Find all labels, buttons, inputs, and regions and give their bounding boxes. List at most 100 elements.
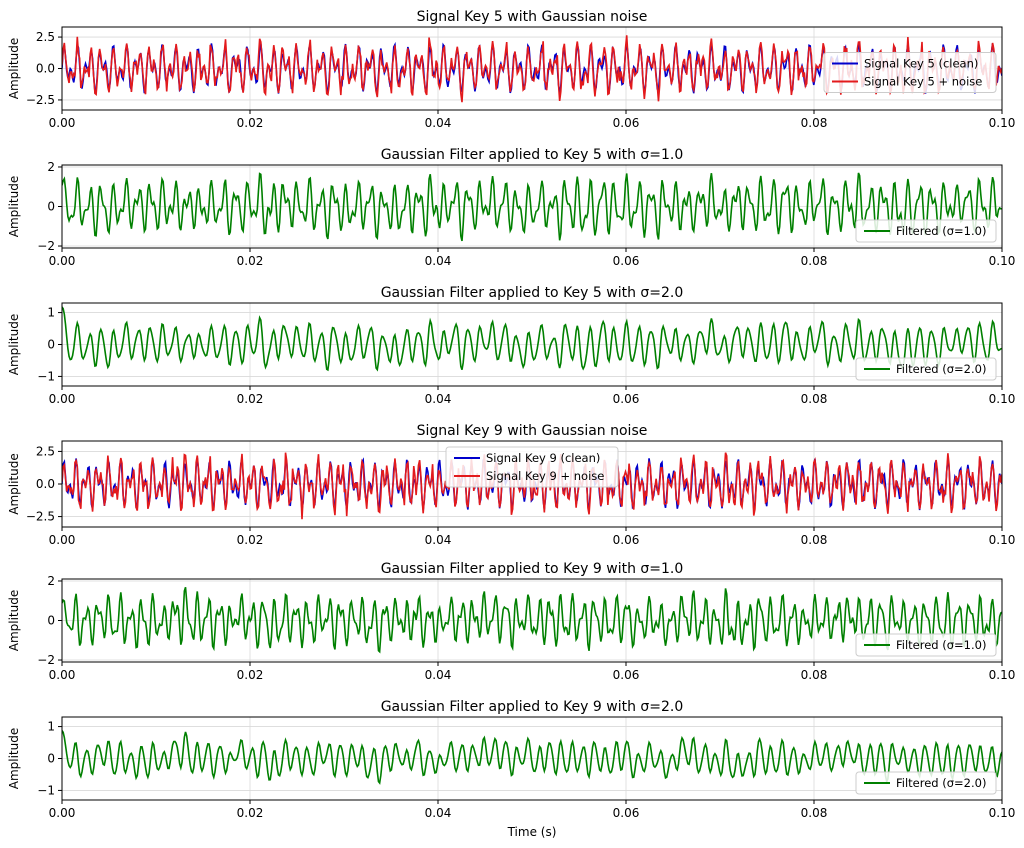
y-axis-label: Amplitude <box>7 590 21 652</box>
x-tick-label: 0.00 <box>49 392 76 406</box>
y-axis-label: Amplitude <box>7 728 21 790</box>
series-line-2 <box>62 452 1002 520</box>
legend: Filtered (σ=2.0) <box>855 357 997 381</box>
x-tick-label: 0.10 <box>989 254 1016 268</box>
y-tick-label: 0.0 <box>36 62 55 76</box>
legend: Signal Key 9 (clean) Signal Key 9 + noise <box>445 446 619 488</box>
y-axis-label: Amplitude <box>7 314 21 376</box>
subplot-title: Signal Key 5 with Gaussian noise <box>417 9 648 25</box>
y-tick-label: 0 <box>47 752 55 766</box>
y-tick-label: −2 <box>37 653 55 667</box>
x-tick-label: 0.06 <box>613 254 640 268</box>
legend-label: Filtered (σ=1.0) <box>896 638 986 652</box>
subplot-title: Gaussian Filter applied to Key 5 with σ=… <box>381 147 684 163</box>
legend-label: Filtered (σ=2.0) <box>896 362 986 376</box>
subplot-3: Gaussian Filter applied to Key 5 with σ=… <box>7 285 1015 406</box>
y-axis-label: Amplitude <box>7 176 21 238</box>
y-tick-label: 0 <box>47 200 55 214</box>
subplot-title: Gaussian Filter applied to Key 9 with σ=… <box>381 699 684 715</box>
y-tick-label: 0.0 <box>36 477 55 491</box>
legend-box <box>855 771 997 795</box>
legend-box <box>855 357 997 381</box>
x-tick-label: 0.02 <box>237 254 264 268</box>
y-tick-label: 2.5 <box>36 30 55 44</box>
series-line-1 <box>62 730 1002 785</box>
subplot-2: Gaussian Filter applied to Key 5 with σ=… <box>7 147 1015 268</box>
x-tick-label: 0.02 <box>237 668 264 682</box>
subplot-6: Gaussian Filter applied to Key 9 with σ=… <box>7 699 1015 839</box>
legend: Filtered (σ=1.0) <box>855 633 997 657</box>
y-tick-label: 2 <box>47 574 55 588</box>
x-tick-label: 0.04 <box>425 533 452 547</box>
x-tick-label: 0.06 <box>613 668 640 682</box>
subplot-title: Signal Key 9 with Gaussian noise <box>417 423 648 439</box>
x-tick-label: 0.06 <box>613 392 640 406</box>
x-tick-label: 0.06 <box>613 116 640 130</box>
x-tick-label: 0.08 <box>801 668 828 682</box>
y-tick-label: 2 <box>47 160 55 174</box>
legend-label: Signal Key 9 (clean) <box>486 451 600 465</box>
y-tick-label: −1 <box>37 369 55 383</box>
x-tick-label: 0.02 <box>237 392 264 406</box>
x-tick-label: 0.04 <box>425 806 452 820</box>
legend-label: Filtered (σ=1.0) <box>896 224 986 238</box>
y-tick-label: −2.5 <box>26 510 55 524</box>
x-tick-label: 0.08 <box>801 116 828 130</box>
legend: Filtered (σ=1.0) <box>855 219 997 243</box>
legend-label: Signal Key 5 (clean) <box>864 57 978 71</box>
y-tick-label: 2.5 <box>36 444 55 458</box>
x-tick-label: 0.00 <box>49 254 76 268</box>
subplot-5: Gaussian Filter applied to Key 9 with σ=… <box>7 561 1015 682</box>
legend-label: Signal Key 5 + noise <box>864 75 982 89</box>
legend-box <box>445 446 619 488</box>
x-tick-label: 0.04 <box>425 254 452 268</box>
subplot-title: Gaussian Filter applied to Key 5 with σ=… <box>381 285 684 301</box>
x-tick-label: 0.04 <box>425 392 452 406</box>
x-tick-label: 0.04 <box>425 116 452 130</box>
y-tick-label: 1 <box>47 720 55 734</box>
x-tick-label: 0.10 <box>989 392 1016 406</box>
x-tick-label: 0.02 <box>237 116 264 130</box>
x-tick-label: 0.10 <box>989 533 1016 547</box>
y-axis-label: Amplitude <box>7 453 21 515</box>
legend-label: Filtered (σ=2.0) <box>896 776 986 790</box>
legend-box <box>855 219 997 243</box>
x-tick-label: 0.10 <box>989 668 1016 682</box>
y-tick-label: −1 <box>37 783 55 797</box>
x-tick-label: 0.04 <box>425 668 452 682</box>
x-tick-label: 0.02 <box>237 806 264 820</box>
x-tick-label: 0.06 <box>613 533 640 547</box>
x-tick-label: 0.10 <box>989 116 1016 130</box>
legend: Filtered (σ=2.0) <box>855 771 997 795</box>
legend-box <box>855 633 997 657</box>
x-tick-label: 0.10 <box>989 806 1016 820</box>
series-line-2 <box>62 35 1002 103</box>
series-line-1 <box>62 172 1002 242</box>
series-line-1 <box>62 306 1002 372</box>
y-tick-label: 0 <box>47 614 55 628</box>
x-tick-label: 0.00 <box>49 668 76 682</box>
series-line-1 <box>62 586 1002 654</box>
x-axis-label: Time (s) <box>507 825 557 839</box>
y-tick-label: −2.5 <box>26 93 55 107</box>
y-tick-label: 1 <box>47 306 55 320</box>
x-tick-label: 0.06 <box>613 806 640 820</box>
x-tick-label: 0.00 <box>49 806 76 820</box>
legend-label: Signal Key 9 + noise <box>486 469 604 483</box>
x-tick-label: 0.08 <box>801 392 828 406</box>
x-tick-label: 0.02 <box>237 533 264 547</box>
y-axis-label: Amplitude <box>7 38 21 100</box>
x-tick-label: 0.00 <box>49 533 76 547</box>
x-tick-label: 0.00 <box>49 116 76 130</box>
legend: Signal Key 5 (clean) Signal Key 5 + noise <box>823 52 997 93</box>
x-tick-label: 0.08 <box>801 533 828 547</box>
x-tick-label: 0.08 <box>801 806 828 820</box>
legend-box <box>823 52 997 93</box>
subplot-title: Gaussian Filter applied to Key 9 with σ=… <box>381 561 684 577</box>
y-tick-label: −2 <box>37 239 55 253</box>
y-tick-label: 0 <box>47 338 55 352</box>
x-tick-label: 0.08 <box>801 254 828 268</box>
